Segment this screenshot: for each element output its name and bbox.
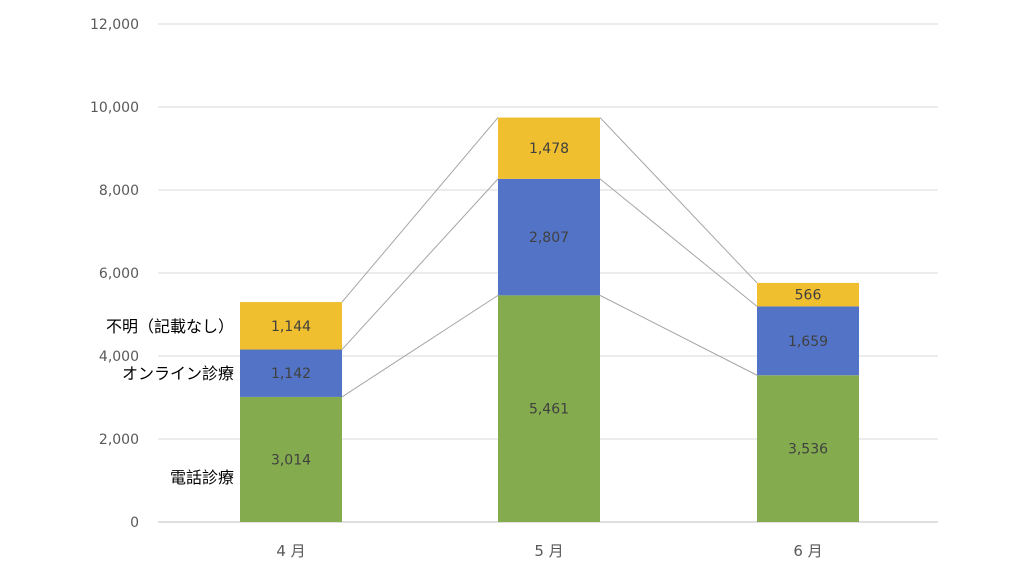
- bar-segment: [757, 306, 859, 376]
- bar-segment: [498, 178, 600, 296]
- y-tick-label: 8,000: [99, 183, 139, 199]
- x-axis-categories: 4 月 5 月 6 月: [276, 542, 822, 560]
- bar-segment: [757, 375, 859, 522]
- x-category-label: 5 月: [534, 542, 563, 560]
- data-label: 5,461: [529, 402, 569, 418]
- series-name-label: 不明（記載なし）: [106, 317, 234, 336]
- data-label: 2,807: [529, 230, 569, 246]
- series-line: [599, 178, 758, 307]
- series-line: [341, 178, 499, 350]
- series-name-label: 電話診療: [170, 468, 234, 487]
- series-name-label: オンライン診療: [122, 364, 234, 383]
- bar-segment: [240, 396, 342, 522]
- y-tick-label: 0: [130, 515, 139, 531]
- bar-segment: [757, 282, 859, 307]
- y-tick-label: 12,000: [90, 17, 139, 33]
- data-label: 1,142: [271, 366, 311, 382]
- data-label: 1,144: [271, 319, 311, 335]
- data-label: 3,536: [788, 442, 828, 458]
- series-lines: [341, 117, 758, 398]
- data-label: 1,478: [529, 141, 569, 157]
- y-axis-ticks: 0 2,000 4,000 6,000 8,000 10,000 12,000: [90, 17, 139, 531]
- bar-segment: [240, 349, 342, 397]
- data-labels: 3,014 5,461 3,536 1,142 2,807 1,659 1,144 1,478…: [271, 141, 828, 468]
- bar-segment: [498, 117, 600, 179]
- bar-segment: [498, 295, 600, 522]
- series-line: [341, 294, 499, 398]
- data-label: 566: [795, 288, 822, 304]
- bars: [240, 117, 859, 522]
- y-tick-label: 4,000: [99, 349, 139, 365]
- y-tick-label: 6,000: [99, 266, 139, 282]
- y-tick-label: 2,000: [99, 432, 139, 448]
- data-label: 3,014: [271, 452, 311, 468]
- bar-segment: [240, 302, 342, 350]
- series-labels: 電話診療 オンライン診療 不明（記載なし）: [106, 317, 234, 487]
- data-label: 1,659: [788, 334, 828, 350]
- x-category-label: 4 月: [276, 542, 305, 560]
- y-tick-label: 10,000: [90, 100, 139, 116]
- series-line: [341, 117, 499, 303]
- series-line: [599, 294, 758, 376]
- series-line: [599, 117, 758, 284]
- x-category-label: 6 月: [793, 542, 822, 560]
